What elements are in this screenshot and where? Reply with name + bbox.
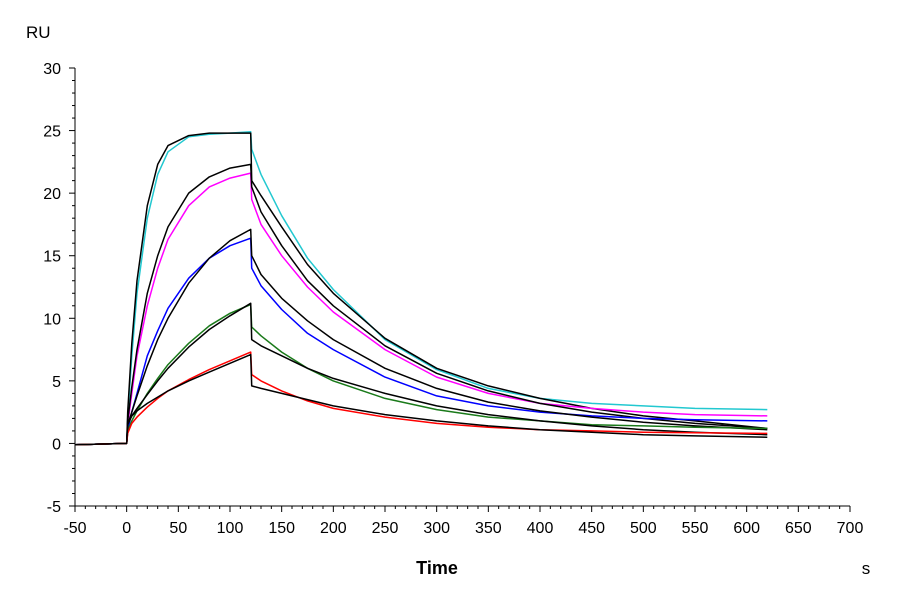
series-line-green-fit <box>74 302 768 446</box>
x-tick-label: 400 <box>527 520 554 537</box>
x-axis-unit: s <box>862 559 871 578</box>
x-tick-label: 550 <box>682 520 709 537</box>
y-tick-label: 0 <box>52 436 61 453</box>
x-tick-label: 50 <box>169 520 187 537</box>
x-tick-label: 150 <box>268 520 295 537</box>
y-tick-label: -5 <box>47 499 61 516</box>
series-line-cyan <box>74 131 768 446</box>
x-tick-label: 450 <box>578 520 605 537</box>
x-tick-label: 300 <box>423 520 450 537</box>
y-tick-label: 30 <box>43 61 61 78</box>
x-tick-label: 0 <box>122 520 131 537</box>
x-tick-label: 650 <box>785 520 812 537</box>
x-tick-label: 350 <box>475 520 502 537</box>
series-line-red-fit <box>74 353 768 446</box>
y-tick-label: 10 <box>43 311 61 328</box>
x-tick-label: 500 <box>630 520 657 537</box>
y-axis-label: RU <box>26 23 51 42</box>
series-line-magenta <box>74 172 768 446</box>
x-tick-label: -50 <box>63 520 86 537</box>
series-line-blue <box>74 237 768 446</box>
series-group <box>74 131 768 446</box>
x-tick-label: 200 <box>320 520 347 537</box>
x-tick-label: 700 <box>837 520 864 537</box>
y-tick-label: 5 <box>52 374 61 391</box>
series-line-blue-fit <box>74 228 768 446</box>
y-tick-label: 15 <box>43 249 61 266</box>
y-tick-label: 25 <box>43 124 61 141</box>
x-tick-label: 100 <box>217 520 244 537</box>
x-tick-label: 600 <box>733 520 760 537</box>
series-line-cyan-fit <box>74 132 768 446</box>
x-tick-label: 250 <box>372 520 399 537</box>
series-line-magenta-fit <box>74 163 768 446</box>
x-axis-label: Time <box>416 558 458 578</box>
y-tick-label: 20 <box>43 186 61 203</box>
